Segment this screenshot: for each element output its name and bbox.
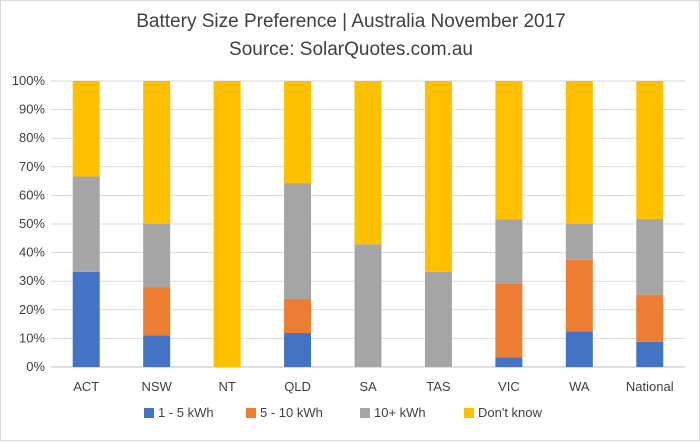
- bar-segment: [495, 219, 523, 284]
- bar-segment: [143, 335, 171, 367]
- bar-segment: [143, 81, 171, 224]
- bar-segment: [284, 81, 312, 184]
- bar-segment: [565, 331, 593, 367]
- bar-segment: [354, 244, 382, 367]
- y-tick-label: 20%: [19, 302, 45, 317]
- bar-segment: [424, 271, 452, 367]
- x-tick-label: TAS: [426, 379, 451, 394]
- bar-segment: [495, 357, 523, 367]
- bar-segment: [213, 81, 241, 367]
- chart-subtitle: Source: SolarQuotes.com.au: [229, 39, 473, 60]
- y-tick-label: 90%: [19, 102, 45, 117]
- bar-segment: [636, 294, 664, 342]
- y-tick-label: 40%: [19, 245, 45, 260]
- chart-title: Battery Size Preference | Australia Nove…: [136, 11, 566, 32]
- bar-segment: [72, 271, 100, 367]
- x-tick-label: SA: [359, 379, 377, 394]
- bar-segment: [72, 176, 100, 272]
- y-tick-label: 30%: [19, 273, 45, 288]
- bar-segment: [565, 259, 593, 332]
- legend-label: 1 - 5 kWh: [158, 405, 214, 420]
- x-tick-label: ACT: [73, 379, 99, 394]
- bar-segment: [636, 218, 664, 295]
- bar-segment: [72, 81, 100, 177]
- y-tick-label: 100%: [12, 73, 46, 88]
- bar-segment: [495, 81, 523, 220]
- x-tick-label: NT: [218, 379, 235, 394]
- y-tick-label: 80%: [19, 130, 45, 145]
- x-tick-label: NSW: [141, 379, 172, 394]
- bar-segment: [565, 81, 593, 224]
- legend-label: Don't know: [478, 405, 543, 420]
- bar-segment: [354, 81, 382, 245]
- legend-swatch: [144, 408, 154, 418]
- bar-segment: [284, 298, 312, 333]
- bar-segment: [284, 183, 312, 299]
- bar-segment: [143, 224, 171, 288]
- x-tick-label: National: [626, 379, 674, 394]
- legend-swatch: [464, 408, 474, 418]
- y-tick-label: 50%: [19, 216, 45, 231]
- bar-segment: [284, 332, 312, 367]
- x-tick-label: QLD: [284, 379, 311, 394]
- bar-segment: [424, 81, 452, 272]
- bar-segment: [636, 341, 664, 367]
- y-tick-label: 70%: [19, 159, 45, 174]
- y-tick-label: 60%: [19, 187, 45, 202]
- bar-segment: [495, 283, 523, 358]
- x-tick-label: WA: [569, 379, 590, 394]
- bar-segment: [565, 224, 593, 260]
- legend-label: 5 - 10 kWh: [260, 405, 323, 420]
- y-tick-label: 0%: [26, 359, 45, 374]
- legend-swatch: [246, 408, 256, 418]
- y-tick-label: 10%: [19, 330, 45, 345]
- bar-segment: [143, 287, 171, 336]
- bar-segment: [636, 81, 664, 219]
- legend-label: 10+ kWh: [374, 405, 426, 420]
- legend-swatch: [360, 408, 370, 418]
- x-tick-label: VIC: [498, 379, 520, 394]
